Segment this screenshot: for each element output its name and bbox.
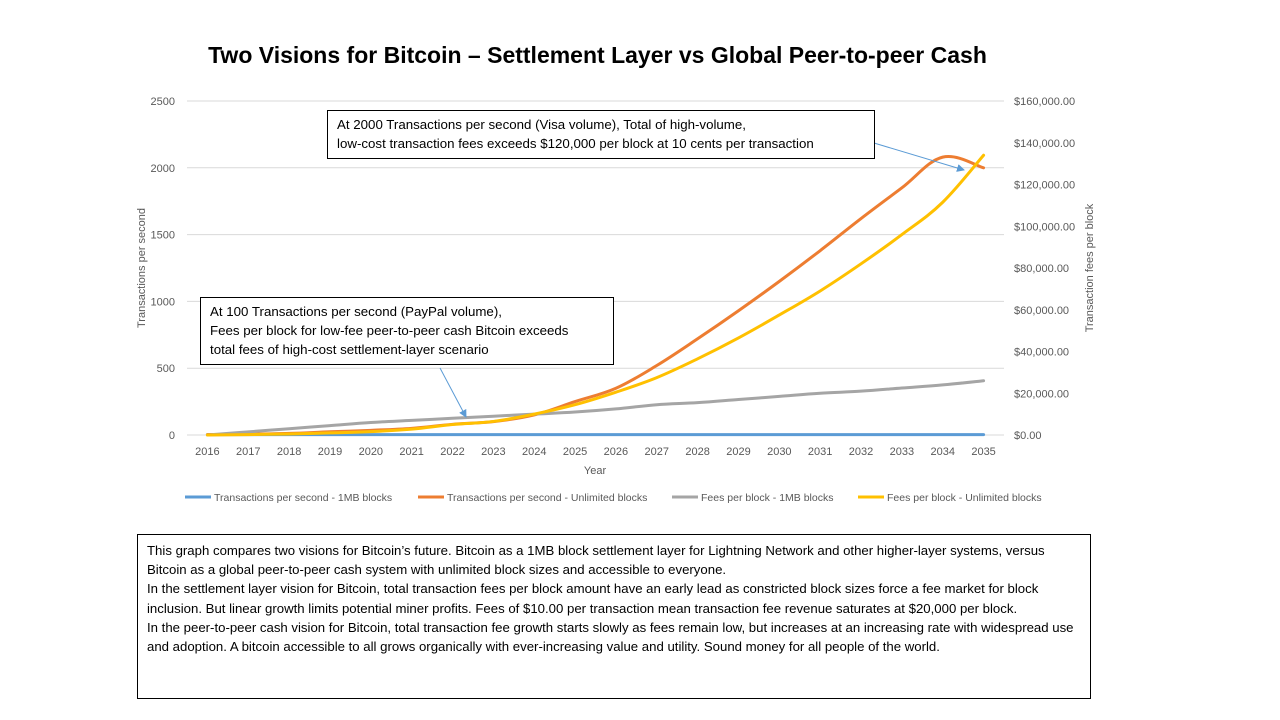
y-tick-label: 0 [169,430,175,442]
callout-mid-arrow [439,367,467,418]
x-tick-label: 2034 [930,446,954,458]
description-paragraph: In the settlement layer vision for Bitco… [147,581,1039,616]
x-tick-label: 2032 [849,446,873,458]
description-box: This graph compares two visions for Bitc… [137,534,1091,699]
x-tick-label: 2035 [971,446,995,458]
x-tick-label: 2021 [399,446,423,458]
y2-tick-label: $80,000.00 [1014,263,1069,275]
x-tick-label: 2029 [726,446,750,458]
x-tick-label: 2020 [359,446,383,458]
legend-label: Transactions per second - Unlimited bloc… [447,492,647,504]
left-axis-ticks: 0 500 1000 1500 2000 2500 [151,96,175,442]
chart-title: Two Visions for Bitcoin – Settlement Lay… [208,42,987,68]
x-tick-label: 2025 [563,446,587,458]
callout-line: low-cost transaction fees exceeds $120,0… [337,136,814,151]
x-axis-title: Year [584,465,607,477]
x-tick-label: 2030 [767,446,791,458]
x-axis-ticks: 2016 2017 2018 2019 2020 2021 2022 2023 2024 2025… [195,446,996,458]
x-tick-label: 2027 [645,446,669,458]
right-axis-ticks: $0.00 $20,000.00 $40,000.00 $60,000.00 $80,0… [1014,96,1075,442]
series-lines [205,153,986,437]
x-tick-label: 2026 [604,446,628,458]
legend-label: Transactions per second - 1MB blocks [214,492,392,504]
description-paragraph: In the peer-to-peer cash vision for Bitc… [147,619,1074,655]
y-tick-label: 1000 [151,296,175,308]
legend-label: Fees per block - Unlimited blocks [887,492,1042,504]
x-tick-label: 2019 [318,446,342,458]
x-tick-label: 2023 [481,446,505,458]
y-tick-label: 2500 [151,96,175,108]
x-tick-label: 2018 [277,446,301,458]
y-axis-title: Transactions per second [136,208,148,328]
series-line [205,154,986,437]
visa-volume-callout: At 2000 Transactions per second (Visa vo… [327,110,875,159]
y-tick-label: 500 [157,363,175,375]
y2-tick-label: $40,000.00 [1014,347,1069,359]
callout-arrows [439,142,965,418]
x-tick-label: 2016 [195,446,219,458]
x-tick-label: 2024 [522,446,546,458]
callout-line: At 100 Transactions per second (PayPal v… [210,304,502,319]
x-tick-label: 2017 [236,446,260,458]
y-tick-label: 1500 [151,230,175,242]
y2-tick-label: $20,000.00 [1014,388,1069,400]
callout-line: total fees of high-cost settlement-layer… [210,342,489,357]
y2-tick-label: $140,000.00 [1014,138,1075,150]
x-tick-label: 2028 [685,446,709,458]
paypal-volume-callout: At 100 Transactions per second (PayPal v… [200,297,614,365]
x-tick-label: 2033 [890,446,914,458]
x-tick-label: 2022 [440,446,464,458]
y2-tick-label: $120,000.00 [1014,180,1075,192]
callout-top-arrow [873,142,965,172]
y2-tick-label: $160,000.00 [1014,96,1075,108]
series-line [205,379,986,437]
y2-tick-label: $60,000.00 [1014,305,1069,317]
callout-line: At 2000 Transactions per second (Visa vo… [337,117,746,132]
description-paragraph: This graph compares two visions for Bitc… [147,543,1045,578]
legend: Transactions per second - 1MB blocks Tran… [185,492,1042,504]
y2-axis-title: Transaction fees per block [1084,203,1096,332]
callout-line: Fees per block for low-fee peer-to-peer … [210,323,569,338]
x-tick-label: 2031 [808,446,832,458]
y2-tick-label: $100,000.00 [1014,221,1075,233]
y2-tick-label: $0.00 [1014,430,1042,442]
series-line [205,153,986,437]
y-tick-label: 2000 [151,163,175,175]
legend-label: Fees per block - 1MB blocks [701,492,833,504]
